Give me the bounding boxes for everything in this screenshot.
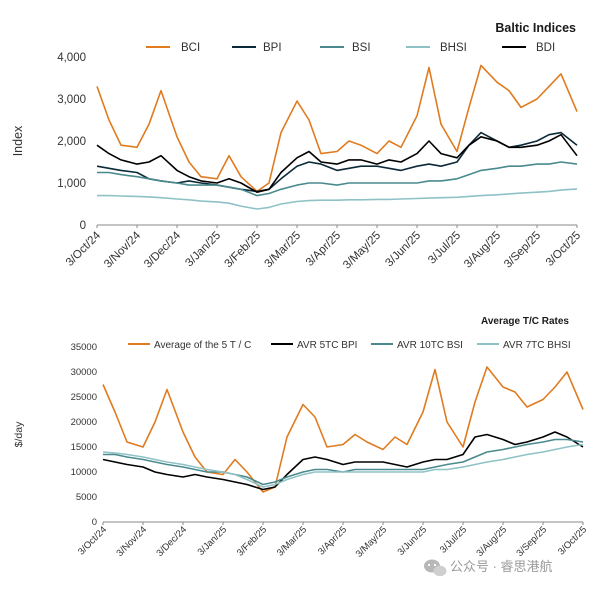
x-tick-label: 3/Jan/25 bbox=[183, 230, 223, 270]
y-tick-label: 10000 bbox=[71, 467, 97, 478]
y-tick-label: 0 bbox=[92, 517, 97, 528]
legend-label: BDI bbox=[536, 42, 555, 54]
y-tick-label: 20000 bbox=[71, 417, 97, 428]
legend-label: BSI bbox=[352, 42, 371, 54]
y-tick-label: 15000 bbox=[71, 442, 97, 453]
legend-label: Average of the 5 T / C bbox=[154, 340, 251, 351]
x-tick-label: 3/Feb/25 bbox=[235, 524, 269, 558]
legend-label: AVR 10TC BSI bbox=[397, 340, 463, 351]
series-line-bsi bbox=[97, 161, 578, 197]
series-line-bhsi bbox=[97, 188, 578, 210]
series-line-bci bbox=[96, 64, 578, 193]
legend-label: BCI bbox=[181, 42, 200, 54]
x-tick-label: 3/Jun/25 bbox=[396, 524, 430, 558]
y-tick-label: 35000 bbox=[71, 342, 97, 353]
watermark: 公众号 · 睿思港航 bbox=[424, 559, 553, 577]
wechat-icon bbox=[424, 559, 447, 577]
y-tick-label: 4,000 bbox=[57, 52, 86, 64]
y-tick-label: 5000 bbox=[76, 492, 97, 503]
watermark-text: 公众号 · 睿思港航 bbox=[450, 559, 553, 574]
x-tick-label: 3/Oct/24 bbox=[64, 229, 104, 269]
y-tick-label: 3,000 bbox=[57, 94, 86, 106]
average-tc-rates-chart: Average T/C Rates $/day 0 5000 10000 15000 200… bbox=[13, 316, 589, 560]
x-tick-label: 3/Nov/24 bbox=[114, 524, 149, 559]
x-tick-label: 3/Jun/25 bbox=[383, 230, 423, 270]
y-tick-label: 0 bbox=[80, 220, 86, 232]
chart-title: Average T/C Rates bbox=[481, 316, 569, 327]
chart-title: Baltic Indices bbox=[495, 21, 576, 35]
y-tick-label: 2,000 bbox=[57, 136, 86, 148]
legend-label: BPI bbox=[263, 42, 282, 54]
series-line-bdi bbox=[96, 133, 578, 193]
y-axis-label: $/day bbox=[13, 421, 25, 447]
legend-label: BHSI bbox=[440, 42, 467, 54]
x-tick-label: 3/Jul/25 bbox=[426, 230, 463, 267]
y-axis-label: Index bbox=[11, 125, 25, 156]
series-line-avr-7tc-bhsi bbox=[102, 443, 584, 488]
x-tick-label: 3/May/25 bbox=[354, 524, 389, 559]
x-tick-label: 3/Feb/25 bbox=[223, 230, 264, 271]
x-tick-label: 3/Jan/25 bbox=[196, 524, 230, 558]
x-tick-label: 3/Nov/24 bbox=[102, 229, 143, 270]
y-tick-label: 25000 bbox=[71, 392, 97, 403]
legend-label: AVR 5TC BPI bbox=[297, 340, 357, 351]
x-tick-label: 3/May/25 bbox=[341, 230, 383, 272]
x-tick-label: 3/Sep/25 bbox=[502, 230, 543, 271]
x-tick-label: 3/Oct/25 bbox=[556, 524, 589, 557]
x-tick-label: 3/Apr/25 bbox=[304, 230, 343, 269]
x-tick-label: 3/Dec/24 bbox=[142, 229, 183, 270]
x-tick-label: 3/Apr/25 bbox=[316, 524, 349, 557]
x-tick-label: 3/Aug/25 bbox=[462, 230, 503, 271]
series-line-avr-5tc-bpi bbox=[102, 431, 584, 491]
y-tick-label: 1,000 bbox=[57, 178, 86, 190]
x-tick-label: 3/Aug/25 bbox=[474, 524, 509, 559]
legend-label: AVR 7TC BHSI bbox=[503, 340, 571, 351]
series-line-avr-10tc-bsi bbox=[103, 438, 584, 486]
x-tick-label: 3/Jul/25 bbox=[438, 524, 469, 555]
x-tick-label: 3/Dec/24 bbox=[154, 524, 189, 559]
x-tick-label: 3/Oct/24 bbox=[76, 524, 109, 557]
x-tick-label: 3/Mar/25 bbox=[263, 230, 304, 271]
x-tick-label: 3/Mar/25 bbox=[275, 524, 309, 558]
x-tick-label: 3/Oct/25 bbox=[544, 230, 583, 269]
y-tick-label: 30000 bbox=[71, 367, 97, 378]
baltic-indices-chart: Baltic Indices Index 0 1,000 2,000 3,000 4,000… bbox=[11, 21, 583, 272]
x-tick-label: 3/Sep/25 bbox=[514, 524, 549, 559]
series-line-average-of-the-5-t-c bbox=[102, 366, 584, 493]
